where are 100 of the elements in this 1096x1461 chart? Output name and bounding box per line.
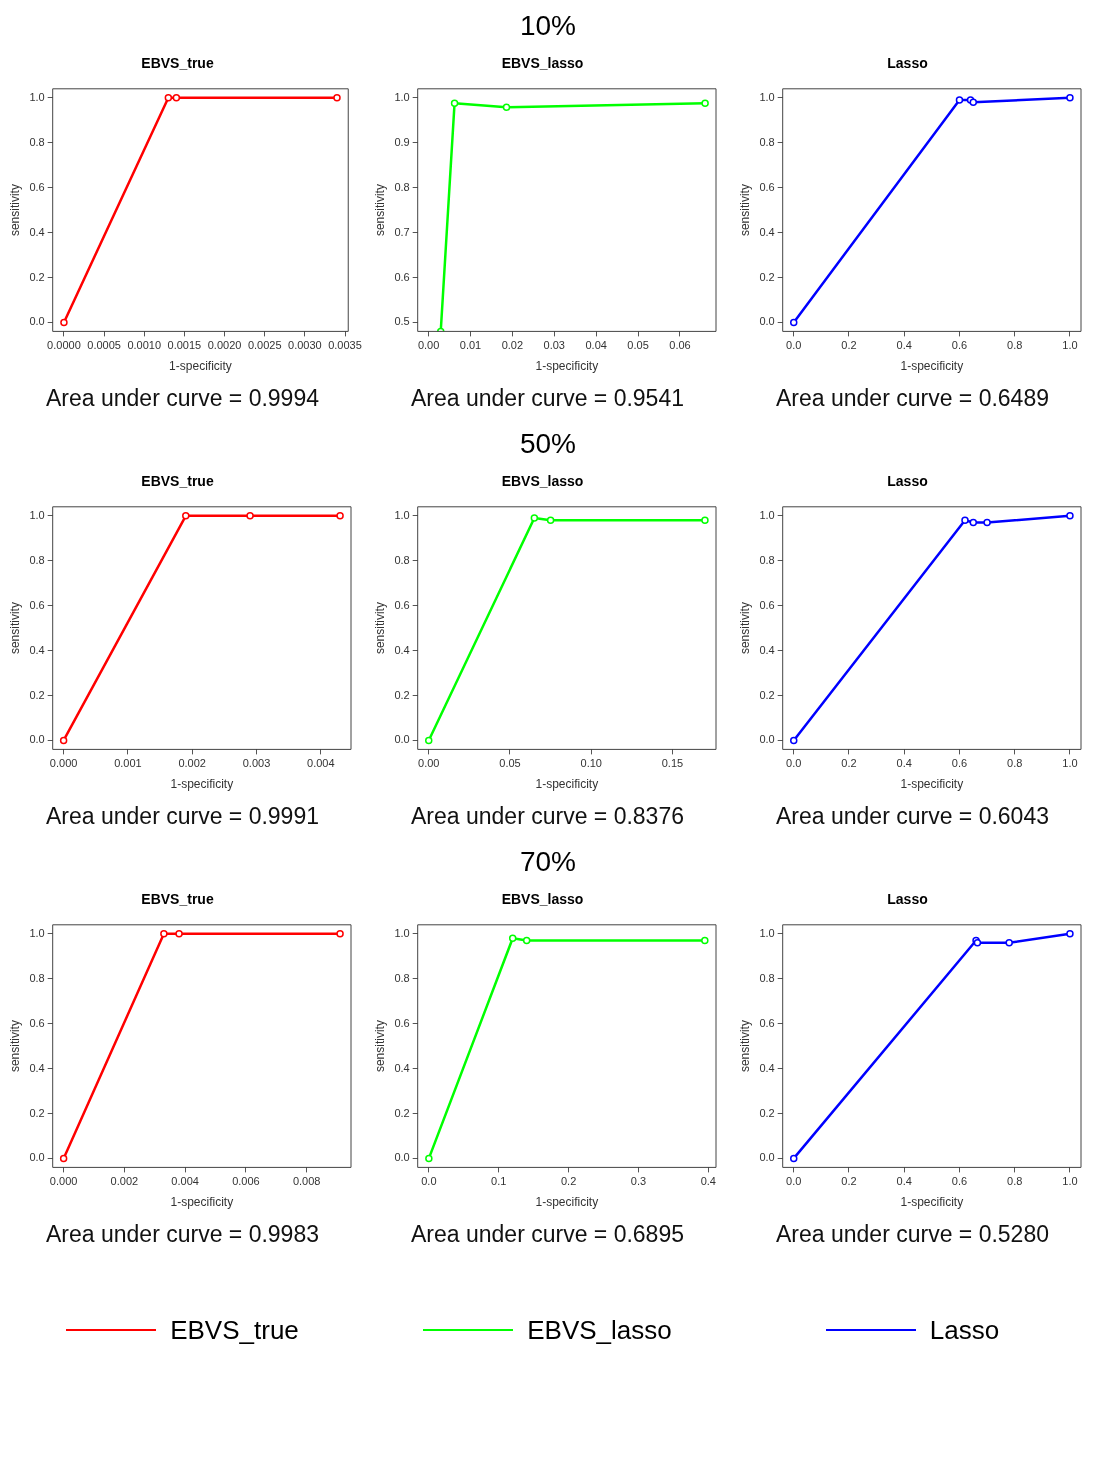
x-tick-label: 0.8	[1007, 1175, 1023, 1188]
x-tick-label: 0.0	[421, 1175, 437, 1188]
chart-title: EBVS_true	[141, 55, 214, 72]
y-axis-title: sensitivity	[7, 602, 22, 655]
chart-title: EBVS_lasso	[501, 473, 584, 490]
y-tick-label: 0.0	[394, 1151, 410, 1164]
y-tick-label: 1.0	[759, 926, 775, 939]
chart-title: EBVS_lasso	[501, 55, 584, 72]
x-tick-label: 0.4	[896, 757, 912, 770]
y-tick-label: 1.0	[394, 90, 410, 103]
x-axis-title: 1-specificity	[900, 1195, 964, 1210]
y-tick-label: 0.4	[759, 1061, 775, 1074]
x-tick-label: 0.4	[700, 1175, 716, 1188]
y-tick-label: 0.0	[29, 1151, 45, 1164]
chart-title: EBVS_true	[141, 891, 214, 908]
text: Area under curve = 0.9994	[46, 384, 319, 413]
chart-title: Lasso	[887, 55, 928, 72]
y-tick-label: 0.5	[394, 315, 410, 328]
y-tick-label: 0.0	[759, 315, 775, 328]
y-tick-label: 0.4	[394, 643, 410, 656]
text: 50%	[518, 427, 577, 461]
x-tick-label: 0.006	[232, 1175, 260, 1188]
y-tick-label: 0.4	[759, 643, 775, 656]
y-tick-label: 0.8	[29, 971, 45, 984]
x-tick-label: 0.0015	[167, 339, 202, 352]
y-tick-label: 1.0	[29, 926, 45, 939]
x-tick-label: 0.2	[841, 1175, 857, 1188]
y-tick-label: 1.0	[394, 926, 410, 939]
y-tick-label: 0.6	[394, 270, 410, 283]
y-tick-label: 0.4	[394, 1061, 410, 1074]
x-tick-label: 0.0025	[247, 339, 282, 352]
x-axis-title: 1-specificity	[900, 359, 964, 374]
y-tick-label: 0.6	[29, 180, 45, 193]
x-tick-label: 0.0035	[328, 339, 362, 352]
chart-title: Lasso	[887, 891, 928, 908]
x-tick-label: 0.10	[580, 757, 602, 770]
y-axis-title: sensitivity	[737, 602, 752, 655]
y-tick-label: 0.4	[29, 1061, 45, 1074]
y-axis-title: sensitivity	[7, 1020, 22, 1073]
x-tick-label: 0.0000	[47, 339, 81, 352]
x-tick-label: 0.0	[786, 757, 802, 770]
x-tick-label: 0.000	[49, 757, 78, 770]
text: Area under curve = 0.8376	[411, 802, 684, 831]
x-tick-label: 0.15	[661, 757, 684, 770]
y-axis-title: sensitivity	[737, 1020, 752, 1073]
y-axis-title: sensitivity	[372, 184, 387, 237]
x-tick-label: 0.0020	[207, 339, 242, 352]
y-tick-label: 0.6	[394, 598, 410, 611]
x-tick-label: 0.4	[896, 339, 912, 352]
x-tick-label: 0.00	[418, 757, 440, 770]
text: Area under curve = 0.5280	[776, 1220, 1049, 1249]
chart-title: EBVS_true	[141, 473, 214, 490]
y-tick-label: 0.4	[759, 225, 775, 238]
text: 70%	[518, 845, 577, 879]
x-tick-label: 0.6	[951, 339, 968, 352]
y-tick-label: 0.0	[394, 733, 410, 746]
x-tick-label: 0.8	[1007, 757, 1023, 770]
y-axis-title: sensitivity	[7, 184, 22, 237]
chart-title: Lasso	[887, 473, 928, 490]
x-axis-title: 1-specificity	[169, 359, 232, 374]
x-tick-label: 0.004	[307, 757, 335, 770]
x-axis-title: 1-specificity	[170, 1195, 234, 1210]
y-tick-label: 0.6	[759, 180, 775, 193]
y-tick-label: 0.0	[759, 733, 775, 746]
y-tick-label: 0.7	[394, 225, 410, 238]
y-tick-label: 0.9	[394, 135, 410, 148]
y-tick-label: 0.6	[759, 1016, 775, 1029]
x-tick-label: 0.008	[292, 1175, 321, 1188]
legend-label: EBVS_true	[170, 1314, 299, 1346]
x-tick-label: 0.0005	[87, 339, 121, 352]
x-tick-label: 0.004	[171, 1175, 199, 1188]
x-axis-title: 1-specificity	[535, 359, 599, 374]
y-tick-label: 0.2	[29, 1106, 45, 1119]
y-tick-label: 0.6	[394, 1016, 410, 1029]
x-tick-label: 0.02	[501, 339, 524, 352]
x-tick-label: 0.00	[417, 339, 440, 352]
x-tick-label: 0.000	[49, 1175, 78, 1188]
y-tick-label: 0.8	[394, 180, 410, 193]
y-tick-label: 0.2	[394, 688, 410, 701]
y-tick-label: 0.8	[759, 971, 775, 984]
y-tick-label: 0.8	[29, 553, 45, 566]
y-axis-title: sensitivity	[372, 602, 387, 655]
y-tick-label: 0.8	[759, 553, 775, 566]
x-tick-label: 0.002	[110, 1175, 139, 1188]
x-tick-label: 0.001	[114, 757, 142, 770]
y-tick-label: 0.4	[29, 225, 45, 238]
y-tick-label: 0.2	[394, 1106, 410, 1119]
y-tick-label: 0.2	[759, 270, 775, 283]
x-tick-label: 0.002	[178, 757, 206, 770]
x-axis-title: 1-specificity	[535, 777, 599, 792]
text: Area under curve = 0.9991	[46, 802, 319, 831]
legend-label: Lasso	[929, 1314, 1000, 1346]
chart-title: EBVS_lasso	[501, 891, 584, 908]
x-tick-label: 0.03	[543, 339, 565, 352]
x-tick-label: 0.4	[896, 1175, 912, 1188]
x-axis-title: 1-specificity	[535, 1195, 599, 1210]
y-tick-label: 0.2	[29, 270, 45, 283]
x-tick-label: 0.6	[951, 757, 968, 770]
x-tick-label: 0.0	[786, 339, 802, 352]
y-tick-label: 0.0	[29, 315, 45, 328]
